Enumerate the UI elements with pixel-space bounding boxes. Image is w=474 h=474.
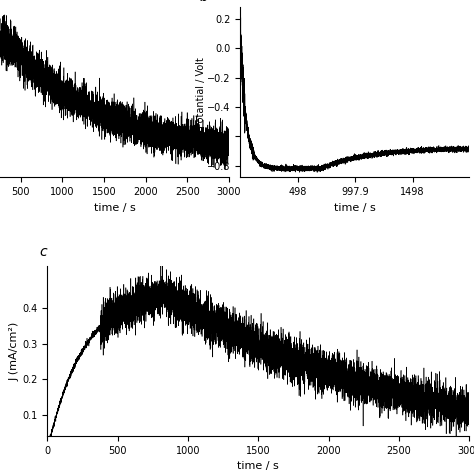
X-axis label: time / s: time / s — [237, 461, 279, 471]
Text: c: c — [39, 245, 46, 259]
X-axis label: time / s: time / s — [93, 202, 136, 213]
Y-axis label: Potantial / Volt: Potantial / Volt — [196, 57, 206, 128]
Y-axis label: J (mA/cm²): J (mA/cm²) — [9, 321, 19, 381]
Text: b: b — [199, 0, 208, 4]
X-axis label: time / s: time / s — [334, 202, 376, 213]
